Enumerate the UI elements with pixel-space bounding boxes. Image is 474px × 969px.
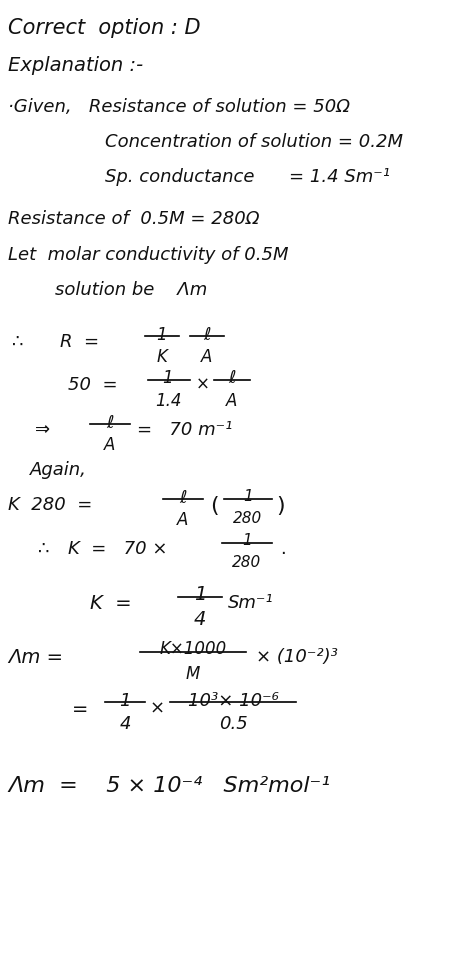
Text: 4: 4 bbox=[119, 714, 131, 733]
Text: ℓ: ℓ bbox=[106, 414, 114, 431]
Text: ℓ: ℓ bbox=[228, 368, 236, 387]
Text: ×: × bbox=[150, 700, 165, 717]
Text: 1.4: 1.4 bbox=[155, 391, 181, 410]
Text: ∴: ∴ bbox=[38, 540, 49, 557]
Text: R  =: R = bbox=[60, 332, 99, 351]
Text: .: . bbox=[280, 540, 286, 557]
Text: 4: 4 bbox=[194, 610, 206, 628]
Text: =   70 m⁻¹: = 70 m⁻¹ bbox=[137, 421, 232, 439]
Text: Let  molar conductivity of 0.5M: Let molar conductivity of 0.5M bbox=[8, 246, 289, 264]
Text: K  280  =: K 280 = bbox=[8, 495, 92, 514]
Text: M: M bbox=[186, 665, 200, 682]
Text: 1: 1 bbox=[119, 691, 131, 709]
Text: K  =: K = bbox=[90, 593, 132, 612]
Text: ℓ: ℓ bbox=[179, 488, 187, 507]
Text: K×1000: K×1000 bbox=[159, 640, 227, 657]
Text: ℓ: ℓ bbox=[203, 326, 210, 344]
Text: 10³× 10⁻⁶: 10³× 10⁻⁶ bbox=[188, 691, 278, 709]
Text: Correct  option : D: Correct option : D bbox=[8, 18, 201, 38]
Text: Again,: Again, bbox=[30, 460, 87, 479]
Text: ×: × bbox=[196, 376, 210, 393]
Text: 1: 1 bbox=[163, 368, 173, 387]
Text: 0.5: 0.5 bbox=[219, 714, 247, 733]
Text: Explanation :-: Explanation :- bbox=[8, 56, 143, 75]
Text: Sp. conductance      = 1.4 Sm⁻¹: Sp. conductance = 1.4 Sm⁻¹ bbox=[105, 168, 390, 186]
Text: 1: 1 bbox=[157, 326, 167, 344]
Text: Λm =: Λm = bbox=[8, 647, 63, 667]
Text: 1: 1 bbox=[242, 532, 252, 547]
Text: Concentration of solution = 0.2M: Concentration of solution = 0.2M bbox=[105, 133, 403, 151]
Text: 280: 280 bbox=[233, 511, 263, 525]
Text: 1: 1 bbox=[243, 488, 253, 504]
Text: 50  =: 50 = bbox=[68, 376, 118, 393]
Text: K: K bbox=[156, 348, 167, 365]
Text: × (10⁻²)³: × (10⁻²)³ bbox=[256, 647, 338, 666]
Text: Λm  =    5 × 10⁻⁴   Sm²mol⁻¹: Λm = 5 × 10⁻⁴ Sm²mol⁻¹ bbox=[8, 775, 330, 796]
Text: ): ) bbox=[276, 495, 284, 516]
Text: solution be    Λm: solution be Λm bbox=[55, 281, 207, 298]
Text: Sm⁻¹: Sm⁻¹ bbox=[228, 593, 273, 611]
Text: (: ( bbox=[210, 495, 219, 516]
Text: A: A bbox=[177, 511, 189, 528]
Text: =: = bbox=[72, 700, 88, 718]
Text: A: A bbox=[201, 348, 213, 365]
Text: A: A bbox=[104, 435, 116, 453]
Text: 1: 1 bbox=[194, 584, 206, 604]
Text: ⇒: ⇒ bbox=[35, 421, 50, 439]
Text: K  =   70 ×: K = 70 × bbox=[68, 540, 167, 557]
Text: 280: 280 bbox=[232, 554, 262, 570]
Text: A: A bbox=[226, 391, 237, 410]
Text: ∴: ∴ bbox=[12, 332, 24, 351]
Text: Resistance of  0.5M = 280Ω: Resistance of 0.5M = 280Ω bbox=[8, 209, 259, 228]
Text: ·Given,   Resistance of solution = 50Ω: ·Given, Resistance of solution = 50Ω bbox=[8, 98, 350, 116]
